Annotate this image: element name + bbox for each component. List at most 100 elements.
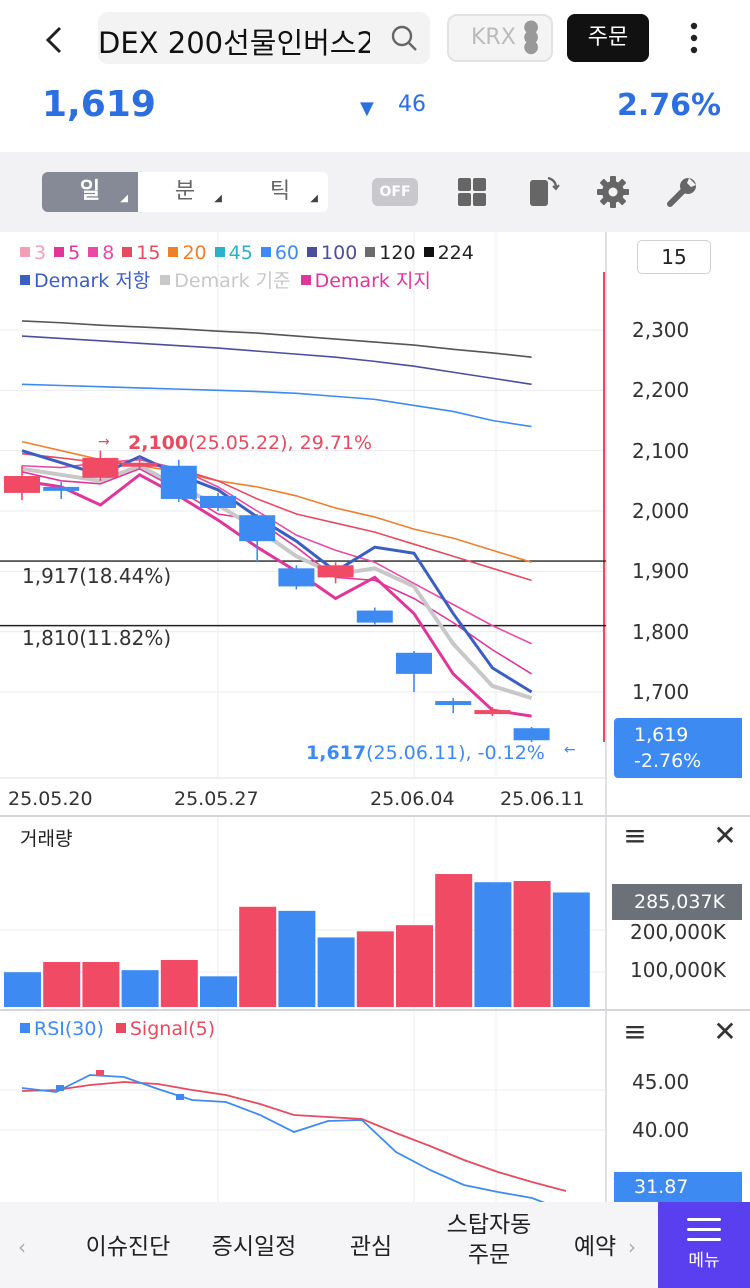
candle-body [474,710,511,715]
volume-bar [4,972,41,1007]
exchange-selector[interactable]: KRX ● ● ● [447,14,553,62]
wrench-tool-icon[interactable] [664,174,700,210]
hamburger-icon [687,1218,721,1241]
period-day-label: 일 [79,179,101,204]
price-axis-label: 1,900 [632,559,690,584]
change-percent: 2.76% [617,88,722,123]
volume-bar [43,962,81,1007]
legend-item: 120 [365,242,416,264]
chart-grid [0,232,606,1202]
legend-item: 15 [122,242,160,264]
rsi-marker [96,1070,104,1076]
interval-input[interactable]: 15 [637,240,711,274]
corner-indicator-icon: ◢ [120,193,128,204]
nav-item[interactable]: 예약 [573,1234,617,1260]
price-axis-label: 2,000 [632,499,690,523]
grid-layout-icon[interactable] [454,174,490,210]
menu-button[interactable]: 메뉴 [658,1202,750,1288]
nav-item[interactable]: 이슈진단 [85,1234,171,1260]
volume-bar [82,962,120,1007]
volume-panel [4,874,590,1007]
scroll-left-icon[interactable]: ‹ [18,1235,26,1259]
ma-line [21,467,533,675]
level-line-label: 1,917(18.44%) [22,564,172,588]
corner-indicator-icon: ◢ [214,193,222,204]
volume-axis-label: 200,000K [630,920,726,944]
candle-body [200,495,236,508]
ma-line [21,473,532,718]
nav-item[interactable]: 관심 [349,1234,393,1260]
candle-body [43,486,80,491]
rsi-marker [176,1094,184,1100]
ma-legend: 3 5 8 15 20 45 60 100 120 224 [20,242,600,264]
period-day-tab[interactable]: 일 ◢ [42,172,138,212]
candle-body [4,476,40,493]
close-icon[interactable]: ✕ [713,1015,737,1048]
price-axis-label: 1,800 [632,619,690,644]
high-detail: (25.05.22), 29.71% [188,432,373,454]
price-axis-label: 2,300 [632,318,690,342]
volume-bar [121,970,159,1007]
right-arrow-icon: → [98,434,110,450]
legend-item: 224 [423,242,474,264]
hamburger-icon[interactable]: ≡ [623,819,647,852]
legend-item: 5 [54,242,80,264]
low-detail: (25.06.11), -0.12% [366,742,545,764]
price-change: 46 [398,92,426,117]
legend-item: Demark 기준 [160,270,291,292]
scroll-right-icon[interactable]: › [628,1235,636,1259]
legend-item: 8 [88,242,114,264]
volume-bar [356,931,394,1007]
rsi-axis-label: 40.00 [632,1118,690,1142]
order-button[interactable]: 주문 [567,14,649,62]
legend-item: RSI(30) [20,1018,104,1040]
search-box[interactable]: DEX 200선물인버스2X [98,12,430,64]
current-price-tag: 1,619 -2.76% [614,718,742,778]
hamburger-icon[interactable]: ≡ [623,1015,647,1048]
high-value: 2,100 [128,432,189,454]
nav-item[interactable]: 증시일정 [211,1234,297,1260]
candle-body [435,701,472,706]
search-input[interactable]: DEX 200선물인버스2X [98,26,370,60]
off-toggle[interactable]: OFF [372,178,418,206]
nav-item[interactable]: 스탑자동 주문 [446,1212,532,1268]
stock-chart[interactable] [0,232,750,1202]
volume-bar [278,910,316,1007]
signal-line [21,1081,567,1192]
search-icon[interactable] [388,22,420,54]
back-icon[interactable] [36,20,76,60]
period-minute-label: 분 [174,179,196,204]
bottom-nav [0,1202,750,1288]
current-price: 1,619 [42,84,156,125]
volume-panel-title: 거래량 [20,828,73,850]
volume-bar [200,976,237,1007]
candle-body [356,610,393,623]
volume-bar [435,874,473,1007]
level-line-label: 1,810(11.82%) [22,626,172,650]
legend-item: Demark 지지 [300,270,431,292]
menu-label: 메뉴 [688,1251,720,1271]
period-minute-tab[interactable]: 분 ◢ [138,172,232,212]
candle-body [160,465,197,499]
legend-item: 100 [307,242,357,264]
more-vertical-icon: ● ● ● [523,16,539,57]
candle-body [278,568,315,587]
low-value: 1,617 [306,742,367,764]
period-tick-tab[interactable]: 틱 ◢ [232,172,328,212]
volume-bar [160,959,198,1007]
left-arrow-icon: ← [564,742,576,758]
more-menu-icon[interactable] [680,14,708,62]
ma-line [21,463,533,700]
ma-line [21,383,532,428]
legend-item: Signal(5) [115,1018,215,1040]
volume-bar [552,892,590,1007]
rsi-current-tag: 31.87 [614,1172,742,1202]
rotate-screen-icon[interactable] [524,174,560,210]
volume-bar [474,882,512,1007]
rsi-axis-label: 45.00 [632,1070,690,1094]
close-icon[interactable]: ✕ [713,819,737,852]
corner-indicator-icon: ◢ [310,193,318,204]
candle-body [82,457,119,478]
settings-gear-icon[interactable] [595,174,631,210]
